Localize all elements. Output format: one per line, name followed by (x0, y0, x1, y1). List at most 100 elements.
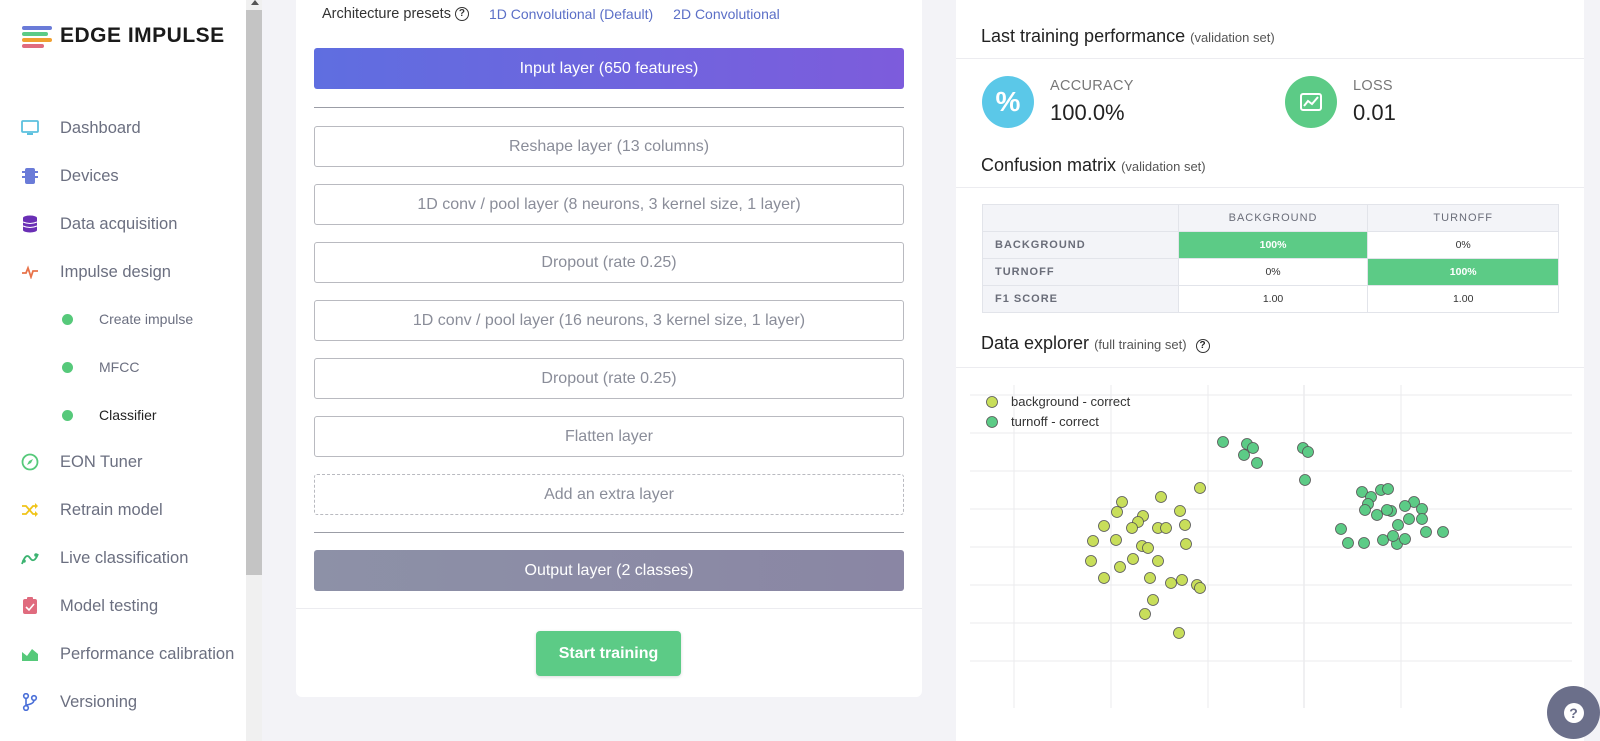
data-explorer-chart[interactable]: background - correct turnoff - correct (970, 385, 1572, 708)
explorer-title: Data explorer (full training set) ? (981, 333, 1210, 354)
data-point[interactable] (1302, 446, 1314, 458)
data-point[interactable] (1358, 537, 1370, 549)
line-chart-icon (1285, 76, 1337, 128)
data-point[interactable] (1247, 442, 1259, 454)
output-layer[interactable]: Output layer (2 classes) (314, 550, 904, 591)
layer-conv1d-1[interactable]: 1D conv / pool layer (8 neurons, 3 kerne… (314, 184, 904, 225)
logo[interactable]: EDGE IMPULSE (22, 24, 225, 48)
layer-flatten[interactable]: Flatten layer (314, 416, 904, 457)
data-point[interactable] (1127, 553, 1139, 565)
data-point[interactable] (1377, 534, 1389, 546)
data-point[interactable] (1144, 572, 1156, 584)
divider (314, 107, 904, 108)
divider (956, 187, 1584, 188)
data-point[interactable] (1371, 509, 1383, 521)
data-point[interactable] (1179, 519, 1191, 531)
legend-label-background: background - correct (1011, 394, 1131, 409)
data-point[interactable] (1382, 483, 1394, 495)
performance-subtitle: (validation set) (1190, 30, 1275, 45)
data-point[interactable] (1098, 520, 1110, 532)
sidebar-item-devices[interactable]: Devices (0, 158, 246, 194)
data-point[interactable] (1381, 504, 1393, 516)
sidebar-subitem-create-impulse[interactable]: Create impulse (0, 304, 246, 334)
architecture-presets: Architecture presets ? 1D Convolutional … (322, 4, 780, 24)
data-point[interactable] (1098, 572, 1110, 584)
start-training-button[interactable]: Start training (536, 631, 681, 676)
sidebar-item-model-testing[interactable]: Model testing (0, 588, 246, 624)
sidebar-item-performance-calibration[interactable]: Performance calibration (0, 636, 246, 672)
data-point[interactable] (1392, 519, 1404, 531)
sidebar-item-versioning[interactable]: Versioning (0, 684, 246, 720)
sidebar-scrollbar-thumb[interactable] (246, 10, 262, 575)
data-point[interactable] (1174, 505, 1186, 517)
help-icon: ? (1563, 702, 1584, 723)
data-point[interactable] (1194, 582, 1206, 594)
data-point[interactable] (1238, 449, 1250, 461)
data-point[interactable] (1116, 496, 1128, 508)
input-layer[interactable]: Input layer (650 features) (314, 48, 904, 89)
preset-2d-link[interactable]: 2D Convolutional (673, 6, 780, 22)
add-layer-button[interactable]: Add an extra layer (314, 474, 904, 515)
matrix-cell: 1.00 (1367, 285, 1559, 313)
data-point[interactable] (1335, 523, 1347, 535)
data-point[interactable] (1251, 457, 1263, 469)
matrix-cell: 100% (1177, 231, 1369, 259)
question-icon[interactable]: ? (1195, 339, 1210, 353)
preset-1d-link[interactable]: 1D Convolutional (Default) (488, 6, 654, 22)
data-point[interactable] (1114, 561, 1126, 573)
sidebar-subitem-mfcc[interactable]: MFCC (0, 352, 246, 382)
data-point[interactable] (1416, 513, 1428, 525)
sidebar-item-live-classification[interactable]: Live classification (0, 540, 246, 576)
layer-reshape[interactable]: Reshape layer (13 columns) (314, 126, 904, 167)
question-icon[interactable]: ? (454, 7, 469, 21)
layer-dropout-2[interactable]: Dropout (rate 0.25) (314, 358, 904, 399)
data-point[interactable] (1420, 526, 1432, 538)
data-point[interactable] (1142, 542, 1154, 554)
data-point[interactable] (1194, 482, 1206, 494)
loss-label: LOSS (1353, 78, 1393, 94)
sidebar-item-dashboard[interactable]: Dashboard (0, 110, 246, 146)
data-point[interactable] (1416, 503, 1428, 515)
sidebar-item-retrain-model[interactable]: Retrain model (0, 492, 246, 528)
data-point[interactable] (1087, 535, 1099, 547)
data-point[interactable] (1147, 594, 1159, 606)
explorer-subtitle: (full training set) (1094, 337, 1187, 352)
data-point[interactable] (1342, 537, 1354, 549)
data-point[interactable] (1437, 526, 1449, 538)
row-header: TURNOFF (982, 258, 1179, 286)
sidebar-item-label: Devices (60, 166, 119, 185)
data-point[interactable] (1155, 491, 1167, 503)
layer-conv1d-2[interactable]: 1D conv / pool layer (16 neurons, 3 kern… (314, 300, 904, 341)
data-point[interactable] (1085, 555, 1097, 567)
data-point[interactable] (1299, 474, 1311, 486)
sidebar-subitem-classifier[interactable]: Classifier (0, 400, 246, 430)
data-point[interactable] (1173, 627, 1185, 639)
data-point[interactable] (1176, 574, 1188, 586)
data-point[interactable] (1160, 522, 1172, 534)
data-point[interactable] (1111, 506, 1123, 518)
data-point[interactable] (1387, 530, 1399, 542)
data-point[interactable] (1359, 504, 1371, 516)
matrix-cell: 1.00 (1177, 285, 1369, 313)
sidebar-item-label: Model testing (60, 596, 159, 615)
data-point[interactable] (1152, 555, 1164, 567)
data-point[interactable] (1217, 436, 1229, 448)
data-point[interactable] (1356, 486, 1368, 498)
help-button[interactable]: ? (1547, 686, 1600, 739)
data-point[interactable] (1180, 538, 1192, 550)
accuracy-value: 100.0% (1050, 100, 1125, 125)
data-point[interactable] (1110, 534, 1122, 546)
data-point[interactable] (1139, 608, 1151, 620)
chip-icon (21, 167, 39, 185)
scroll-up-icon[interactable] (251, 0, 259, 5)
divider (956, 58, 1584, 59)
data-point[interactable] (1126, 522, 1138, 534)
layer-dropout-1[interactable]: Dropout (rate 0.25) (314, 242, 904, 283)
data-point[interactable] (1399, 500, 1411, 512)
sidebar-item-impulse-design[interactable]: Impulse design (0, 254, 246, 290)
sidebar-item-data-acquisition[interactable]: Data acquisition (0, 206, 246, 242)
data-point[interactable] (1165, 577, 1177, 589)
sidebar-item-eon-tuner[interactable]: EON Tuner (0, 444, 246, 480)
data-point[interactable] (1403, 513, 1415, 525)
data-point[interactable] (1399, 533, 1411, 545)
